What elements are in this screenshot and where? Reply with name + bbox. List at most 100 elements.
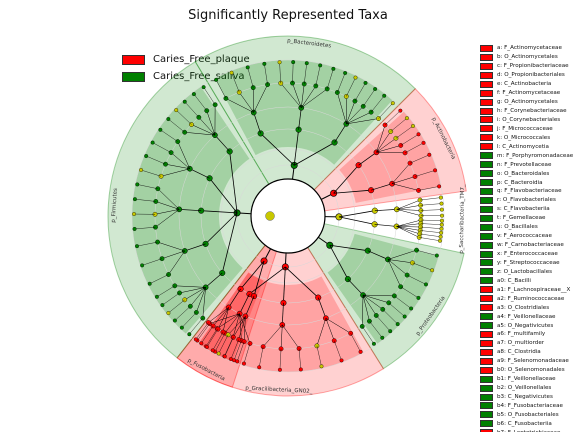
taxa-label: b1: F_Veillonellaceae (497, 376, 556, 383)
taxa-list-item: z: O_Lactobacillales (480, 267, 576, 276)
branch (156, 285, 175, 297)
leaf-node (438, 234, 443, 239)
branch (224, 313, 240, 334)
taxa-label: b4: F_Fusobacteriaceae (497, 402, 563, 409)
leaf-node (358, 349, 363, 354)
branch (333, 189, 372, 194)
branch (264, 63, 268, 85)
branch (354, 82, 366, 102)
taxa-list-item: b5: O_Fusobacteriales (480, 410, 576, 419)
taxa-list-item: l: C_Actinomycetia (480, 142, 576, 151)
taxa-label: i: O_Corynebacteriales (497, 116, 561, 123)
taxa-list-item: b: O_Actinomycetales (480, 53, 576, 62)
branch (418, 186, 440, 191)
taxa-swatch (480, 161, 493, 169)
taxa-list-item: g: O_Actinomycetales (480, 98, 576, 107)
taxa-label: z: O_Lactobacillales (497, 268, 553, 275)
legend-item-plaque: Caries_Free_plaque (122, 51, 250, 68)
branch (198, 117, 216, 136)
leaf-node (132, 212, 136, 217)
taxa-list-item: c: F_Propionibacteriaceae (480, 62, 576, 71)
branch (174, 306, 191, 321)
leaf-node (179, 325, 184, 330)
branch (179, 287, 206, 294)
taxa-swatch (480, 286, 493, 294)
branch (367, 250, 389, 260)
leaf-node (291, 60, 296, 65)
family-node (206, 320, 211, 325)
branch (392, 176, 416, 184)
leaf-node (139, 168, 144, 172)
leaf-node (187, 332, 192, 337)
family-node (182, 297, 188, 303)
branch (154, 209, 180, 215)
branch (202, 287, 206, 319)
taxa-swatch (480, 420, 493, 428)
branch (376, 124, 386, 153)
leaf-node (242, 361, 246, 366)
branch (243, 316, 246, 342)
leaf-node (191, 92, 196, 97)
family-node (402, 150, 408, 156)
taxa-swatch (480, 196, 493, 204)
branch (325, 318, 335, 341)
taxa-label: h: F_Corynebacteriaceae (497, 108, 567, 115)
branch (239, 92, 254, 113)
branch (217, 313, 240, 329)
taxa-swatch (480, 205, 493, 213)
branch (370, 95, 385, 113)
leaf-node (235, 359, 240, 364)
taxa-list-item: n: F_Prevotellaceae (480, 160, 576, 169)
taxa-legend-list: a: F_Actinomycetaceae b: O_Actinomycetale… (480, 44, 576, 432)
phylum-label: p_Firmicutes (111, 188, 119, 223)
taxa-swatch (480, 152, 493, 160)
branch (229, 151, 238, 213)
branch (205, 328, 218, 347)
branch (206, 110, 216, 136)
taxa-swatch (480, 232, 493, 240)
family-node (225, 332, 231, 338)
taxa-label: a: F_Actinomycetaceae (497, 45, 562, 52)
branch (396, 219, 422, 227)
leaf-node (439, 222, 444, 227)
family-node (210, 323, 216, 329)
branch (363, 88, 376, 107)
branch (233, 316, 246, 338)
taxa-list-item: o: O_Bacteroidales (480, 169, 576, 178)
leaf-node (144, 154, 149, 158)
branch (329, 245, 349, 280)
branch (239, 313, 242, 341)
taxa-swatch (480, 179, 493, 187)
branch (337, 92, 347, 124)
branch (233, 340, 242, 361)
taxa-label: a7: O_multiorder (497, 340, 545, 347)
branch (362, 294, 377, 316)
taxa-label: q: F_Flavobacteriaceae (497, 188, 562, 195)
branch (168, 250, 185, 275)
taxa-list-item: y: F_Streptococcaceae (480, 259, 576, 268)
branch (395, 125, 414, 139)
branch (239, 293, 250, 314)
taxa-swatch (480, 295, 493, 303)
taxa-swatch (480, 259, 493, 267)
branch (414, 170, 436, 177)
branch (155, 201, 180, 210)
branch (209, 178, 238, 214)
taxa-label: t: F_Gemellaceae (497, 215, 546, 222)
branch (196, 287, 206, 313)
branch (363, 294, 395, 297)
taxa-list-item: b7: F_Leptotrichiaceae (480, 428, 576, 432)
branch (176, 109, 192, 125)
branch (338, 210, 375, 218)
ring (178, 106, 398, 326)
leaf-node (245, 65, 250, 70)
leaf-node (135, 244, 139, 249)
leaf-node (439, 207, 444, 212)
leaf-node (158, 127, 163, 132)
leaf-node (214, 77, 219, 82)
leaf-node (433, 168, 438, 173)
branch (260, 133, 295, 166)
taxa-label: x: F_Enterococcaceae (497, 251, 558, 258)
branch (394, 295, 412, 309)
family-node (407, 160, 413, 166)
